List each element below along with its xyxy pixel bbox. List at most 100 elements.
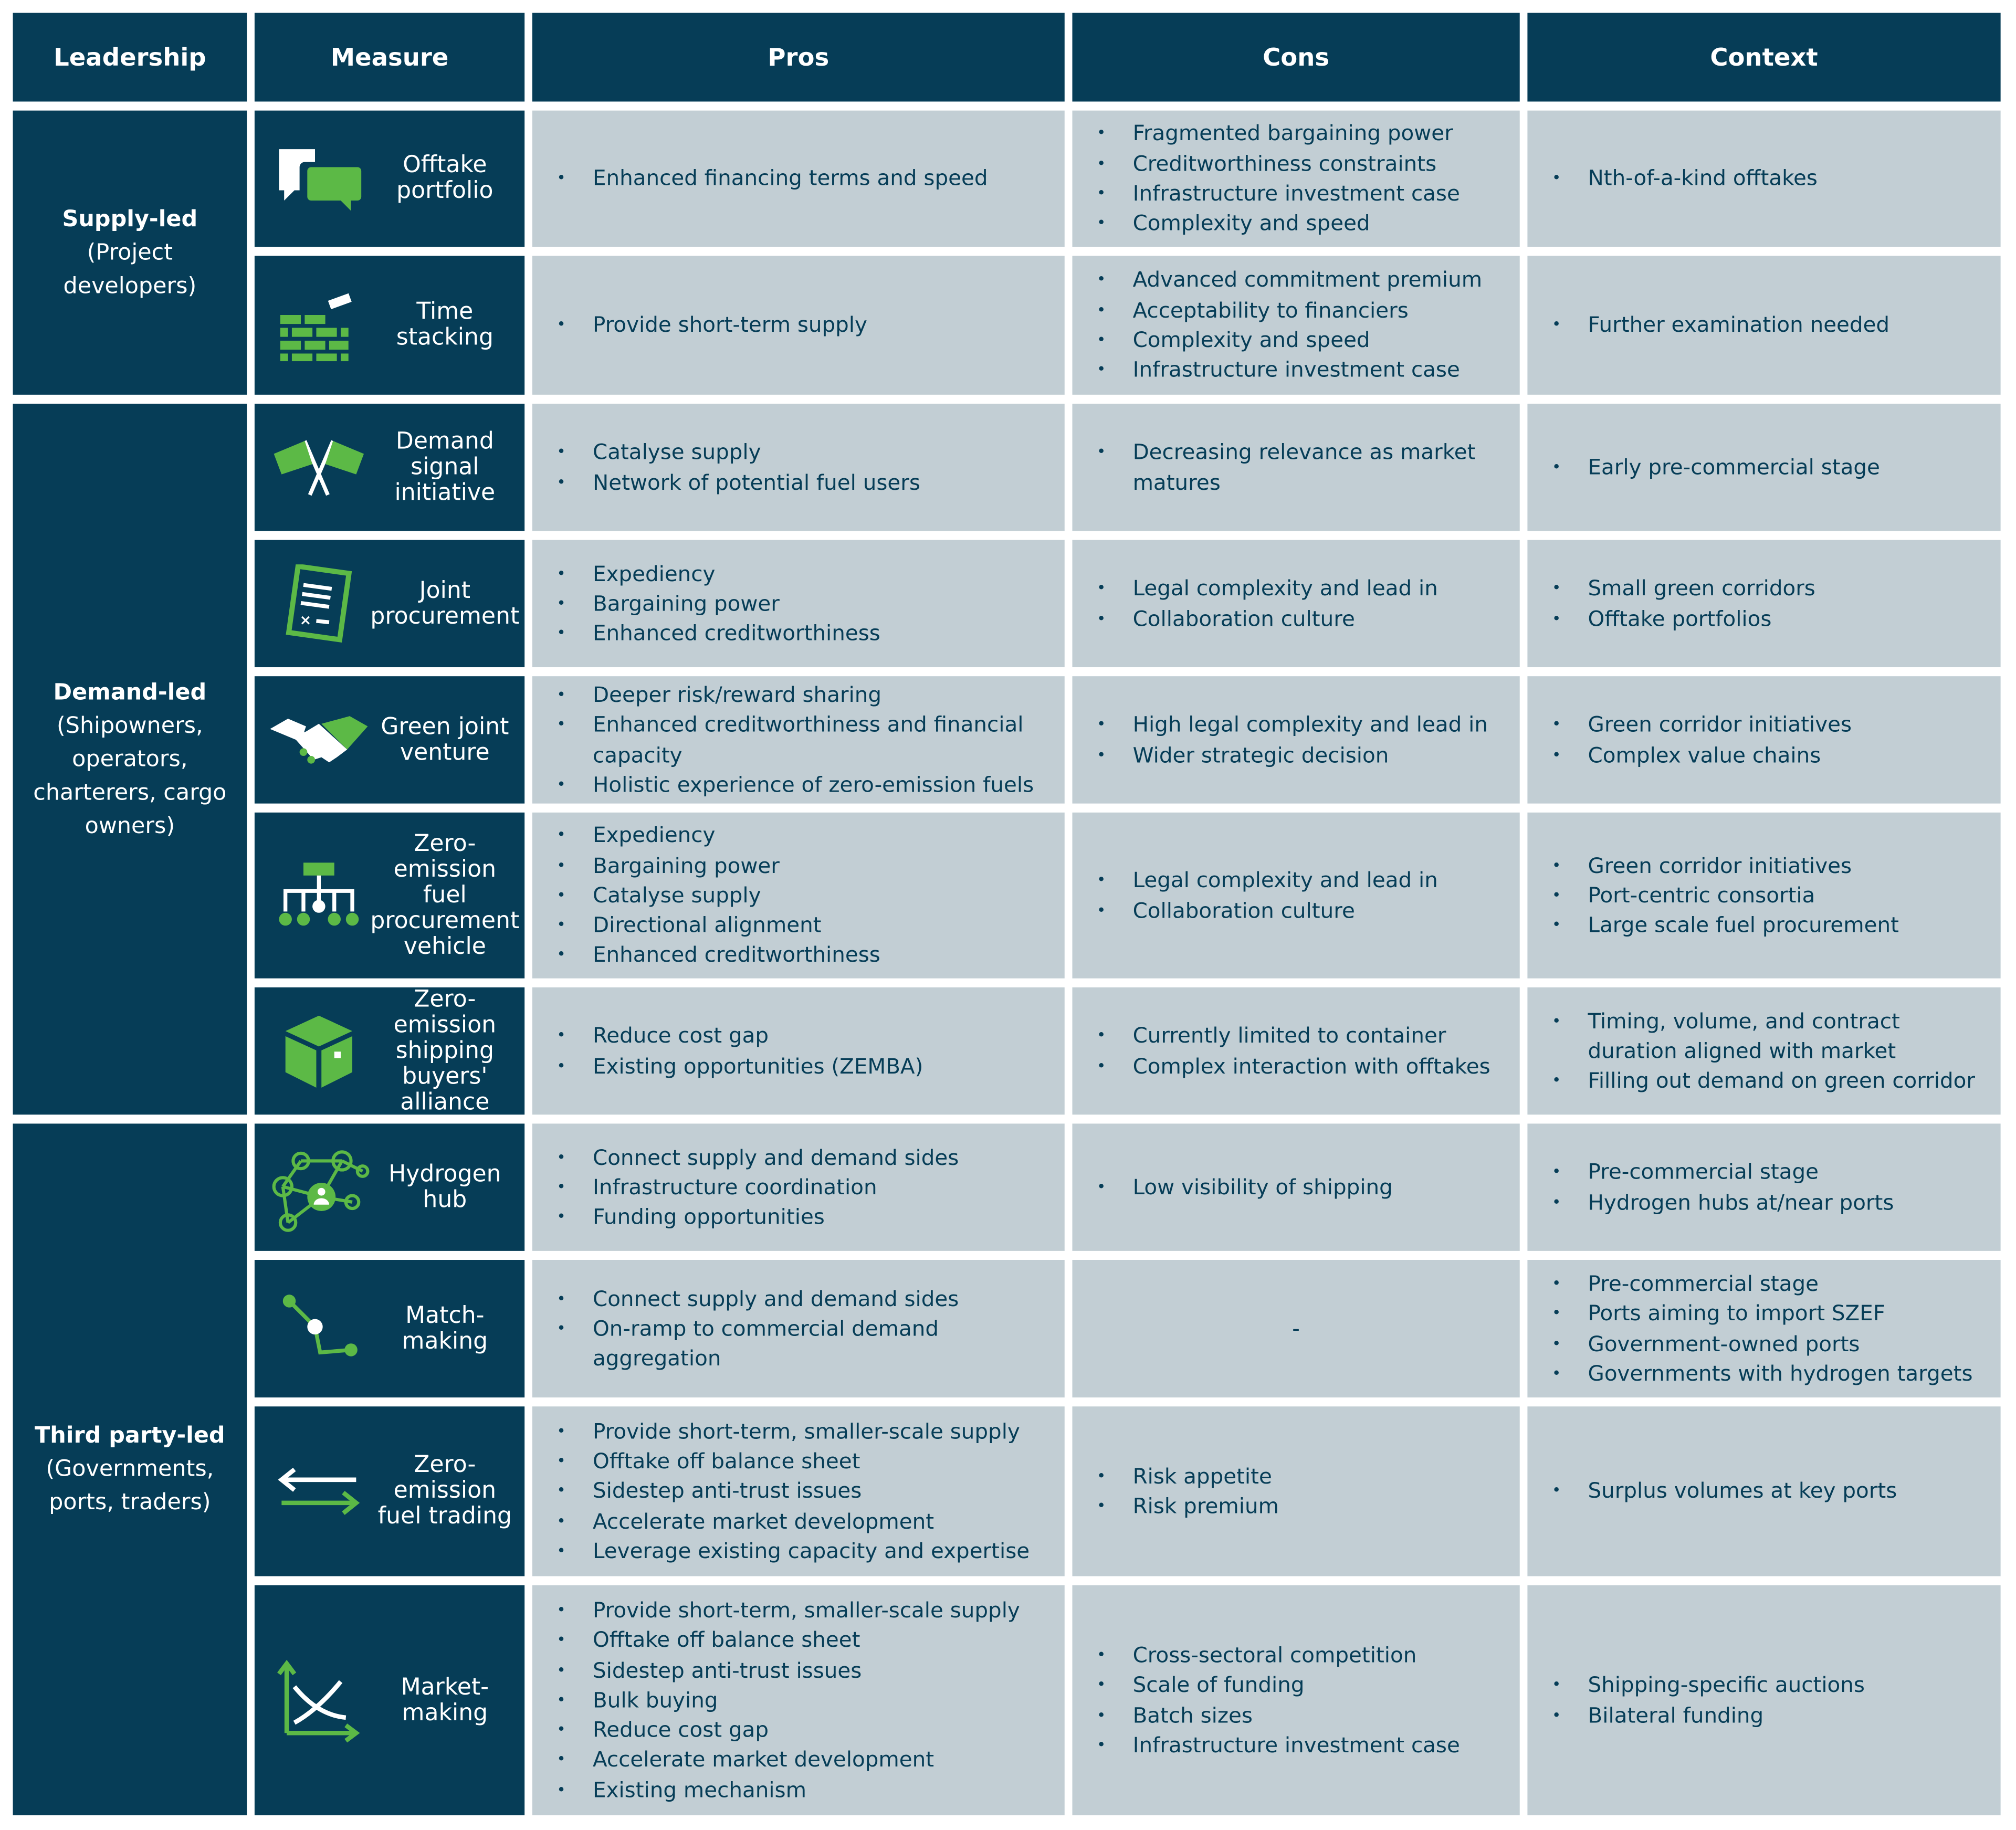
pros-item: Existing mechanism [532, 1775, 1054, 1805]
measure-label: Green joint venture [381, 712, 509, 766]
context-item: Surplus volumes at key ports [1527, 1476, 1990, 1507]
context-item: Filling out demand on green corridor [1527, 1066, 1990, 1097]
cons-cell: Decreasing relevance as market matures [1072, 403, 1520, 531]
context-item: Pre-commercial stage [1527, 1269, 1990, 1299]
box-icon [267, 1006, 370, 1096]
pros-cell: Connect supply and demand sidesOn-ramp t… [532, 1260, 1065, 1398]
pros-item: Reduce cost gap [532, 1715, 1054, 1745]
pros-item: Expediency [532, 559, 1054, 589]
cons-item: Complexity and speed [1072, 208, 1509, 239]
cons-item: Collaboration culture [1072, 896, 1509, 926]
pros-item: Bargaining power [532, 588, 1054, 619]
measure-label: Offtake portfolio [396, 151, 494, 205]
cons-cell: Low visibility of shipping [1072, 1123, 1520, 1251]
measure-cell: Zero-emission fuel trading [254, 1406, 525, 1576]
svg-text:×: × [300, 612, 312, 628]
pros-item: Reduce cost gap [532, 1021, 1054, 1051]
cons-item: Infrastructure investment case [1072, 1730, 1509, 1761]
contract-document-icon: × [267, 559, 370, 648]
cons-cell: Legal complexity and lead inCollaboratio… [1072, 540, 1520, 668]
connected-path-icon [267, 1284, 370, 1373]
pros-item: Directional alignment [532, 910, 1054, 941]
pros-item: Bargaining power [532, 850, 1054, 881]
context-list: Pre-commercial stageHydrogen hubs at/nea… [1527, 1158, 2000, 1218]
pros-cell: Reduce cost gapExisting opportunities (Z… [532, 987, 1065, 1115]
cons-item: Creditworthiness constraints [1072, 149, 1509, 179]
context-item: Government-owned ports [1527, 1329, 1990, 1359]
pros-list: Provide short-term, smaller-scale supply… [532, 1416, 1065, 1566]
context-item: Pre-commercial stage [1527, 1158, 1990, 1188]
cons-item: Scale of funding [1072, 1670, 1509, 1701]
pros-cell: ExpediencyBargaining powerEnhanced credi… [532, 540, 1065, 668]
cons-cell: High legal complexity and lead inWider s… [1072, 676, 1520, 804]
cons-cell: - [1072, 1260, 1520, 1398]
context-item: Complex value chains [1527, 740, 1990, 770]
cons-list: Advanced commitment premiumAcceptability… [1072, 265, 1519, 385]
measure-cell: Zero-emission fuel procurement vehicle [254, 812, 525, 979]
pros-item: Existing opportunities (ZEMBA) [532, 1051, 1054, 1081]
empty-dash: - [1292, 1316, 1300, 1341]
context-item: Large scale fuel procurement [1527, 910, 1990, 941]
measure-label: Hydrogen hub [388, 1160, 501, 1213]
cons-cell: Currently limited to containerComplex in… [1072, 987, 1520, 1115]
context-item: Green corridor initiatives [1527, 710, 1990, 740]
header-pros: Pros [532, 13, 1065, 102]
pros-item: Enhanced financing terms and speed [532, 164, 1054, 194]
pros-item: Offtake off balance sheet [532, 1446, 1054, 1477]
pros-list: Enhanced financing terms and speed [532, 164, 1065, 194]
context-list: Timing, volume, and contract duration al… [1527, 1006, 2000, 1096]
exchange-arrows-icon [267, 1446, 370, 1536]
cons-cell: Risk appetiteRisk premium [1072, 1406, 1520, 1576]
supply-demand-chart-icon [267, 1655, 370, 1745]
header-leadership: Leadership [13, 13, 247, 102]
context-item: Offtake portfolios [1527, 604, 1990, 634]
context-list: Green corridor initiativesComplex value … [1527, 710, 2000, 770]
cons-cell: Legal complexity and lead inCollaboratio… [1072, 812, 1520, 979]
context-cell: Green corridor initiativesPort-centric c… [1527, 812, 2001, 979]
cons-list: Legal complexity and lead inCollaboratio… [1072, 866, 1519, 926]
leadership-title: Demand-led [53, 679, 207, 706]
cons-list: Legal complexity and lead inCollaboratio… [1072, 574, 1519, 634]
context-cell: Surplus volumes at key ports [1527, 1406, 2001, 1576]
cons-item: Legal complexity and lead in [1072, 574, 1509, 604]
cons-item: Fragmented bargaining power [1072, 119, 1509, 149]
measure-cell: Hydrogen hub [254, 1123, 525, 1251]
org-chart-icon [267, 850, 370, 940]
cons-item: Decreasing relevance as market matures [1072, 437, 1509, 497]
pros-item: Sidestep anti-trust issues [532, 1476, 1054, 1507]
cons-item: Infrastructure investment case [1072, 355, 1509, 386]
cons-list: Fragmented bargaining powerCreditworthin… [1072, 119, 1519, 239]
context-item: Bilateral funding [1527, 1700, 1990, 1731]
brick-wall-icon [267, 280, 370, 370]
context-item: Early pre-commercial stage [1527, 453, 1990, 483]
pros-cell: Provide short-term, smaller-scale supply… [532, 1406, 1065, 1576]
cons-list: Cross-sectoral competitionScale of fundi… [1072, 1640, 1519, 1761]
measure-cell: Offtake portfolio [254, 110, 525, 247]
context-cell: Further examination needed [1527, 256, 2001, 395]
pros-cell: ExpediencyBargaining powerCatalyse suppl… [532, 812, 1065, 979]
leadership-group: Supply-led (Project developers) [13, 110, 247, 395]
context-cell: Pre-commercial stagePorts aiming to impo… [1527, 1260, 2001, 1398]
cons-item: High legal complexity and lead in [1072, 710, 1509, 740]
pros-item: Network of potential fuel users [532, 467, 1054, 498]
cons-cell: Advanced commitment premiumAcceptability… [1072, 256, 1520, 395]
pros-item: Offtake off balance sheet [532, 1625, 1054, 1656]
pros-item: Connect supply and demand sides [532, 1142, 1054, 1173]
cons-list: Decreasing relevance as market matures [1072, 437, 1519, 497]
context-item: Shipping-specific auctions [1527, 1670, 1990, 1701]
pros-item: Sidestep anti-trust issues [532, 1655, 1054, 1686]
measure-cell: Green joint venture [254, 676, 525, 804]
context-cell: Small green corridorsOfftake portfolios [1527, 540, 2001, 668]
context-cell: Early pre-commercial stage [1527, 403, 2001, 531]
leadership-title: Third party-led [35, 1423, 225, 1449]
pros-cell: Catalyse supplyNetwork of potential fuel… [532, 403, 1065, 531]
handshake-icon [267, 695, 370, 785]
pros-list: ExpediencyBargaining powerEnhanced credi… [532, 559, 1065, 649]
cons-list: High legal complexity and lead inWider s… [1072, 710, 1519, 770]
pros-item: Infrastructure coordination [532, 1172, 1054, 1203]
pros-list: Provide short-term, smaller-scale supply… [532, 1595, 1065, 1805]
leadership-subtitle: (Shipowners, operators, charterers, carg… [33, 712, 227, 839]
context-item: Small green corridors [1527, 574, 1990, 604]
header-measure: Measure [254, 13, 525, 102]
cons-item: Wider strategic decision [1072, 740, 1509, 770]
